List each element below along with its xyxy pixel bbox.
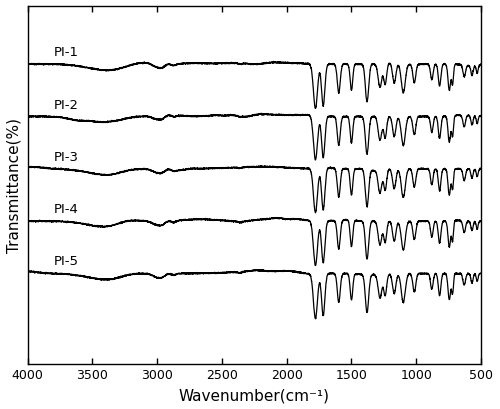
X-axis label: Wavenumber(cm⁻¹): Wavenumber(cm⁻¹) — [179, 387, 330, 402]
Y-axis label: Transmittance(%): Transmittance(%) — [7, 118, 22, 253]
Text: PI-4: PI-4 — [54, 202, 79, 215]
Text: PI-2: PI-2 — [54, 99, 79, 112]
Text: PI-3: PI-3 — [54, 151, 79, 163]
Text: PI-5: PI-5 — [54, 255, 79, 267]
Text: PI-1: PI-1 — [54, 45, 79, 58]
